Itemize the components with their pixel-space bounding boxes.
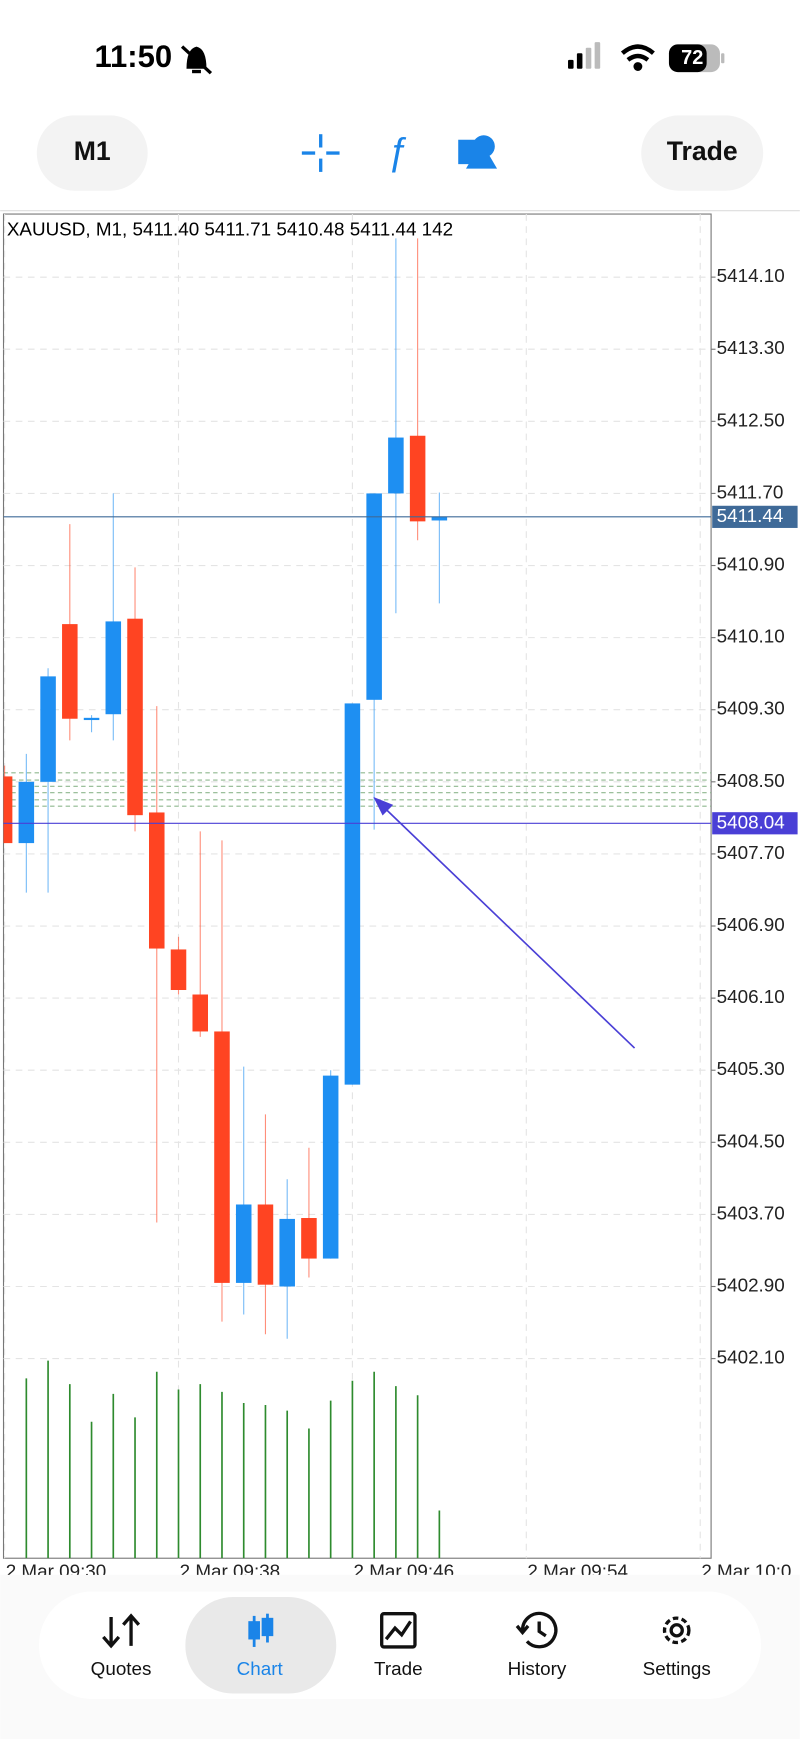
candle-body [388,437,404,494]
price-label-box [712,505,798,528]
candle-body [235,1204,252,1283]
mute-icon [180,45,213,75]
price-label-box [712,812,798,835]
settings-icon[interactable] [662,1616,691,1645]
price-label: 5411.44 [717,505,784,526]
y-tick-label: 5402.10 [717,1347,785,1368]
candle-body [3,776,13,844]
y-tick-label: 5410.90 [717,554,785,575]
wifi-icon [620,44,655,71]
candle-body [83,717,100,721]
candle-body [409,435,426,522]
chart-subtitle: XAUUSD, M1, 5411.40 5411.71 5410.48 5411… [7,219,453,240]
candle-body [344,703,361,1085]
candle-body [279,1218,295,1287]
nav-settings[interactable]: Settings [643,1658,711,1679]
candle-body [366,493,382,700]
battery-level: 72 [681,47,703,69]
candle-body [192,994,209,1032]
objects-button[interactable] [458,135,498,169]
quotes-icon[interactable] [102,1613,141,1649]
price-label: 5408.04 [717,811,785,832]
y-tick-label: 5405.30 [717,1058,785,1079]
candle-body [257,1204,274,1285]
y-tick-label: 5406.90 [717,914,785,935]
nav-history[interactable]: History [508,1658,567,1679]
y-tick-label: 5413.30 [717,337,785,358]
candle-body [127,618,143,816]
nav-chart[interactable]: Chart [237,1658,284,1679]
candle-body [105,621,122,715]
candle-body [18,781,35,844]
y-tick-label: 5409.30 [717,698,785,719]
nav-bar [39,1591,761,1700]
chart-icon[interactable] [248,1613,274,1647]
trade-button[interactable] [641,115,764,191]
candle-body [214,1031,230,1283]
crosshair-button[interactable] [301,134,340,172]
y-tick-label: 5407.70 [717,842,785,863]
candle-body [170,949,187,991]
y-tick-label: 5411.70 [717,481,784,502]
history-icon[interactable] [515,1611,558,1649]
candle-body [301,1218,317,1259]
trend-arrow [373,796,636,1049]
plot-area [3,238,712,1559]
signal-icon [568,42,601,69]
y-tick-label: 5404.50 [717,1130,785,1151]
y-tick-label: 5408.50 [717,770,785,791]
timeframe-button[interactable] [36,115,148,191]
candle-body [62,624,78,719]
timeframe-label[interactable]: M1 [74,136,111,166]
y-tick-label: 5414.10 [717,265,785,286]
y-tick-label: 5403.70 [717,1202,785,1223]
nav-quotes[interactable]: Quotes [91,1658,152,1679]
y-tick-label: 5406.10 [717,986,785,1007]
indicators-button[interactable]: ƒ [387,130,408,173]
y-tick-label: 5410.10 [717,626,785,647]
candle-body [149,812,165,949]
candle-body [431,516,448,521]
nav-trade[interactable]: Trade [374,1658,423,1679]
trade-icon[interactable] [380,1612,417,1649]
candle-body [40,676,56,782]
battery-icon: 72 [668,44,725,73]
axes: 5414.10 5413.30 5412.50 5411.70 5410.90 5410.… [3,265,798,1582]
y-tick-label: 5412.50 [717,409,785,430]
y-tick-label: 5402.90 [717,1274,785,1295]
status-time: 11:50 [94,39,172,74]
nav-active [185,1597,337,1694]
candle-body [322,1075,339,1259]
trade-label[interactable]: Trade [667,136,738,166]
